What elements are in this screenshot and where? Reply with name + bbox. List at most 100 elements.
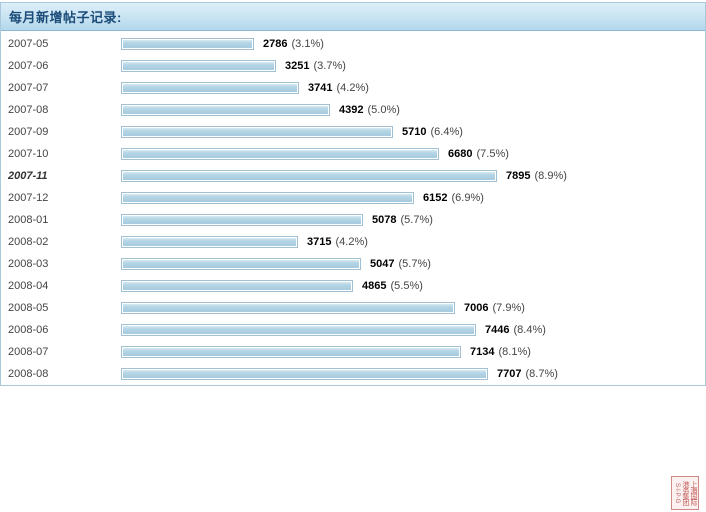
bar-fill	[123, 260, 359, 268]
chart-row: 2008-02 3715 (4.2%)	[1, 231, 705, 253]
chart-row: 2007-06 3251 (3.7%)	[1, 55, 705, 77]
value-label: 7006	[464, 302, 489, 314]
percent-label: (8.4%)	[513, 324, 546, 336]
value-label: 7707	[497, 368, 522, 380]
month-label: 2008-04	[8, 280, 49, 292]
seal-latin-text: S·I·P·G	[674, 482, 680, 504]
value-label: 3741	[308, 82, 333, 94]
chart-row: 2007-09 5710 (6.4%)	[1, 121, 705, 143]
bar	[121, 302, 455, 314]
percent-label: (7.9%)	[492, 302, 525, 314]
chart-row: 2007-08 4392 (5.0%)	[1, 99, 705, 121]
bar-fill	[123, 304, 453, 312]
bar	[121, 82, 299, 94]
bar	[121, 192, 414, 204]
month-label: 2008-07	[8, 346, 49, 358]
percent-label: (6.4%)	[430, 126, 463, 138]
value-label: 5710	[402, 126, 427, 138]
bar-fill	[123, 238, 296, 246]
month-label: 2008-05	[8, 302, 49, 314]
chart-row: 2008-08 7707 (8.7%)	[1, 363, 705, 385]
value-label: 6152	[423, 192, 448, 204]
bar-fill	[123, 282, 351, 290]
value-label: 3251	[285, 60, 310, 72]
bar	[121, 324, 476, 336]
bar	[121, 148, 439, 160]
value-label: 6680	[448, 148, 473, 160]
percent-label: (5.5%)	[390, 280, 423, 292]
value-label: 2786	[263, 38, 288, 50]
bar-fill	[123, 150, 437, 158]
bar-fill	[123, 172, 495, 180]
bar-fill	[123, 128, 391, 136]
monthly-posts-panel: 每月新增帖子记录: 2007-05 2786 (3.1%) 2007-06 32…	[0, 2, 706, 386]
bar	[121, 346, 461, 358]
bar	[121, 214, 363, 226]
month-label: 2008-01	[8, 214, 49, 226]
seal-cjk-text-1: 港务集团	[682, 481, 689, 505]
panel-header: 每月新增帖子记录:	[1, 3, 705, 31]
percent-label: (4.2%)	[335, 236, 368, 248]
value-label: 7446	[485, 324, 510, 336]
seal-watermark: S·I·P·G 港务集团 上海国际	[671, 476, 699, 510]
bar-fill	[123, 62, 274, 70]
chart-row: 2007-07 3741 (4.2%)	[1, 77, 705, 99]
chart-rows: 2007-05 2786 (3.1%) 2007-06 3251 (3.7%) …	[1, 31, 705, 385]
month-label: 2007-07	[8, 82, 49, 94]
chart-row: 2008-06 7446 (8.4%)	[1, 319, 705, 341]
percent-label: (3.1%)	[291, 38, 324, 50]
panel-title: 每月新增帖子记录:	[9, 10, 122, 25]
bar	[121, 104, 330, 116]
month-label: 2007-12	[8, 192, 49, 204]
value-label: 5078	[372, 214, 397, 226]
bar-fill	[123, 326, 474, 334]
bar	[121, 368, 488, 380]
bar	[121, 258, 361, 270]
bar-fill	[123, 348, 459, 356]
chart-row: 2008-04 4865 (5.5%)	[1, 275, 705, 297]
value-label: 7895	[506, 170, 531, 182]
chart-row: 2008-03 5047 (5.7%)	[1, 253, 705, 275]
month-label: 2008-02	[8, 236, 49, 248]
month-label: 2007-08	[8, 104, 49, 116]
percent-label: (8.1%)	[498, 346, 531, 358]
month-label: 2007-11	[8, 170, 48, 182]
bar	[121, 170, 497, 182]
percent-label: (8.7%)	[525, 368, 558, 380]
chart-row: 2007-10 6680 (7.5%)	[1, 143, 705, 165]
month-label: 2007-10	[8, 148, 49, 160]
value-label: 4392	[339, 104, 364, 116]
bar-fill	[123, 40, 252, 48]
value-label: 5047	[370, 258, 395, 270]
bar	[121, 280, 353, 292]
percent-label: (5.7%)	[400, 214, 433, 226]
month-label: 2008-08	[8, 368, 49, 380]
bar	[121, 60, 276, 72]
percent-label: (6.9%)	[451, 192, 484, 204]
percent-label: (3.7%)	[313, 60, 346, 72]
percent-label: (5.7%)	[398, 258, 431, 270]
bar-fill	[123, 106, 328, 114]
bar-fill	[123, 84, 297, 92]
month-label: 2007-06	[8, 60, 49, 72]
chart-row: 2008-07 7134 (8.1%)	[1, 341, 705, 363]
month-label: 2007-05	[8, 38, 49, 50]
bar-fill	[123, 194, 412, 202]
month-label: 2007-09	[8, 126, 49, 138]
bar	[121, 126, 393, 138]
chart-row: 2007-05 2786 (3.1%)	[1, 33, 705, 55]
percent-label: (7.5%)	[476, 148, 509, 160]
chart-row: 2008-05 7006 (7.9%)	[1, 297, 705, 319]
chart-row: 2007-12 6152 (6.9%)	[1, 187, 705, 209]
percent-label: (8.9%)	[534, 170, 567, 182]
chart-row: 2007-11 7895 (8.9%)	[1, 165, 705, 187]
month-label: 2008-03	[8, 258, 49, 270]
bar	[121, 38, 254, 50]
bar-fill	[123, 370, 486, 378]
chart-row: 2008-01 5078 (5.7%)	[1, 209, 705, 231]
value-label: 7134	[470, 346, 495, 358]
bar-fill	[123, 216, 361, 224]
value-label: 3715	[307, 236, 332, 248]
seal-cjk-text-2: 上海国际	[690, 481, 697, 505]
